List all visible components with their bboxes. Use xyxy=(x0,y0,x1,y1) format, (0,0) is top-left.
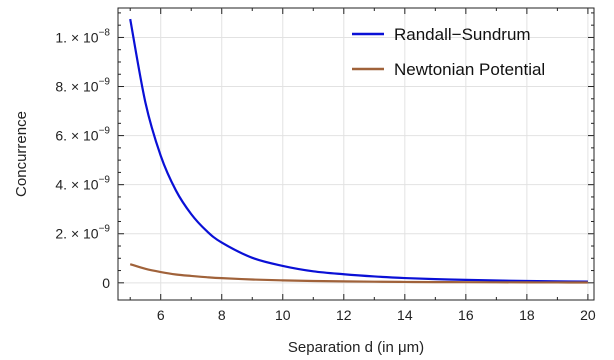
x-tick-label: 10 xyxy=(275,307,291,323)
x-tick-label: 6 xyxy=(157,307,165,323)
x-tick-labels: 6 8 10 12 14 16 18 20 xyxy=(157,307,596,323)
y-tick-label: 4. × 10−9 xyxy=(55,175,110,193)
x-tick-label: 16 xyxy=(458,307,474,323)
plot-frame xyxy=(117,7,595,301)
x-tick-label: 8 xyxy=(218,307,226,323)
legend: Randall−Sundrum Newtonian Potential xyxy=(352,25,545,79)
y-tick-label: 8. × 10−9 xyxy=(55,77,110,95)
y-tick-label: 2. × 10−9 xyxy=(55,224,110,242)
y-tick-label: 1. × 10−8 xyxy=(55,27,110,45)
series-line-0 xyxy=(129,18,588,283)
x-tick-label: 12 xyxy=(336,307,352,323)
x-tick-label: 18 xyxy=(519,307,535,323)
x-axis-label: Separation d (in μm) xyxy=(288,339,424,356)
series-line-1 xyxy=(129,263,588,284)
y-tick-label: 0 xyxy=(102,275,110,291)
legend-label-0: Randall−Sundrum xyxy=(394,25,531,44)
x-tick-label: 20 xyxy=(580,307,596,323)
y-tick-labels: 0 2. × 10−9 4. × 10−9 6. × 10−9 8. × 10−9 1. … xyxy=(55,27,110,290)
legend-label-1: Newtonian Potential xyxy=(394,60,545,79)
x-tick-label: 14 xyxy=(397,307,413,323)
y-axis-label: Concurrence xyxy=(13,111,30,197)
axis-ticks xyxy=(118,8,594,300)
series-layer xyxy=(129,18,588,284)
grid-lines xyxy=(118,8,594,300)
y-tick-label: 6. × 10−9 xyxy=(55,126,110,144)
